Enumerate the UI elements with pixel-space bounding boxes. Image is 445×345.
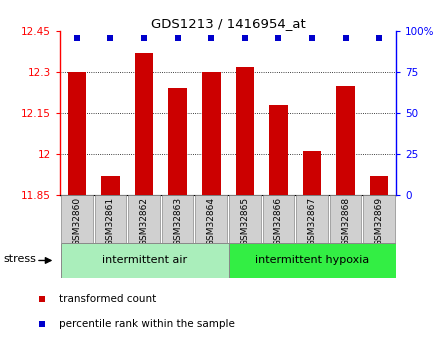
Bar (135, 53, 154, 195)
Bar (162, 195, 194, 243)
Text: transformed count: transformed count (59, 294, 156, 304)
Text: GSM32863: GSM32863 (173, 197, 182, 246)
Bar (303, 151, 321, 195)
Text: GSM32865: GSM32865 (240, 197, 249, 246)
Text: GSM32864: GSM32864 (207, 197, 216, 246)
Bar (101, 176, 120, 195)
Text: percentile rank within the sample: percentile rank within the sample (59, 319, 235, 329)
Text: GSM32862: GSM32862 (140, 197, 149, 246)
Text: GSM32866: GSM32866 (274, 197, 283, 246)
Bar (364, 195, 395, 243)
Bar (202, 72, 221, 195)
Bar (296, 195, 328, 243)
Bar (263, 195, 294, 243)
Bar (269, 105, 288, 195)
Bar (61, 195, 93, 243)
Bar (336, 86, 355, 195)
Text: GSM32869: GSM32869 (375, 197, 384, 246)
Bar (195, 195, 227, 243)
Text: GSM32861: GSM32861 (106, 197, 115, 246)
Text: GSM32860: GSM32860 (73, 197, 81, 246)
Bar (61, 243, 229, 278)
Bar (330, 195, 361, 243)
Bar (128, 195, 160, 243)
Bar (229, 243, 397, 278)
Text: GSM32868: GSM32868 (341, 197, 350, 246)
Bar (229, 195, 261, 243)
Text: intermittent air: intermittent air (101, 256, 186, 265)
Bar (235, 67, 254, 195)
Bar (168, 88, 187, 195)
Title: GDS1213 / 1416954_at: GDS1213 / 1416954_at (151, 17, 305, 30)
Text: GSM32867: GSM32867 (307, 197, 316, 246)
Text: stress: stress (3, 254, 36, 264)
Text: intermittent hypoxia: intermittent hypoxia (255, 256, 369, 265)
Bar (370, 176, 388, 195)
Bar (95, 195, 126, 243)
Bar (68, 72, 86, 195)
